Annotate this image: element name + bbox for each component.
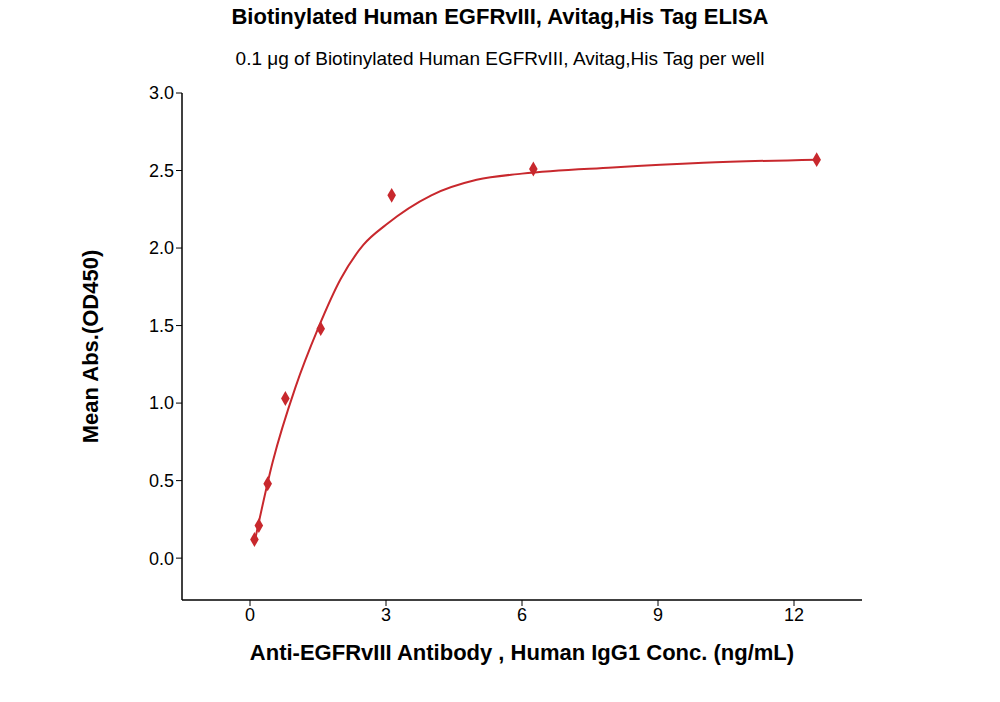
svg-text:3.0: 3.0 [149, 83, 174, 103]
svg-text:0: 0 [245, 605, 255, 625]
svg-text:1.5: 1.5 [149, 316, 174, 336]
html-text:Biotinylated Human EGFRvIII, A: Biotinylated Human EGFRvIII, Avitag,His … [231, 4, 769, 29]
svg-text:Mean Abs.(OD450): Mean Abs.(OD450) [78, 250, 103, 444]
svg-text:2.5: 2.5 [149, 161, 174, 181]
svg-text:2.0: 2.0 [149, 238, 174, 258]
svg-text:6: 6 [517, 605, 527, 625]
html-text:0.1 μg of Biotinylated Human E: 0.1 μg of Biotinylated Human EGFRvIII, A… [235, 48, 765, 69]
svg-text:0.0: 0.0 [149, 549, 174, 569]
svg-text:9: 9 [653, 605, 663, 625]
svg-text:12: 12 [784, 605, 804, 625]
svg-text:3: 3 [381, 605, 391, 625]
svg-text:1.0: 1.0 [149, 393, 174, 413]
svg-text:0.5: 0.5 [149, 471, 174, 491]
svg-text:Anti-EGFRvIII Antibody , Human: Anti-EGFRvIII Antibody , Human IgG1 Conc… [250, 640, 794, 665]
